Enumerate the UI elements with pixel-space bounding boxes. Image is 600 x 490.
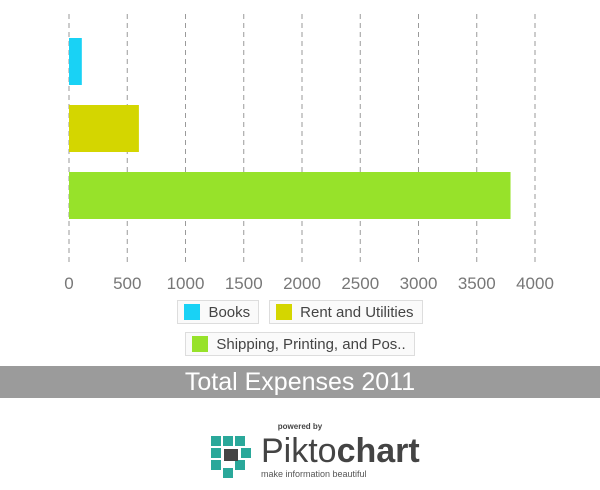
legend-item-shipping[interactable]: Shipping, Printing, and Pos.. bbox=[185, 332, 415, 356]
legend-swatch-shipping bbox=[192, 336, 209, 352]
brand-name: Piktochart bbox=[261, 432, 420, 470]
piktochart-logo-icon bbox=[211, 435, 251, 478]
x-tick-label-1500: 1500 bbox=[225, 274, 263, 293]
legend-label-shipping: Shipping, Printing, and Pos.. bbox=[216, 335, 406, 353]
x-tick-label-500: 500 bbox=[113, 274, 141, 293]
chart-title: Total Expenses 2011 bbox=[0, 366, 600, 398]
x-tick-label-2500: 2500 bbox=[341, 274, 379, 293]
x-tick-label-0: 0 bbox=[64, 274, 73, 293]
bar-shipping-printing-and-pos bbox=[69, 172, 511, 219]
x-tick-label-4000: 4000 bbox=[516, 274, 554, 293]
x-tick-label-3500: 3500 bbox=[458, 274, 496, 293]
bar-books bbox=[69, 38, 82, 85]
brand-tagline: make information beautiful bbox=[261, 469, 367, 479]
legend-label-books: Books bbox=[208, 303, 251, 321]
piktochart-logo: Piktochart make information beautiful bbox=[211, 434, 420, 479]
x-tick-label-1000: 1000 bbox=[167, 274, 205, 293]
x-tick-label-2000: 2000 bbox=[283, 274, 321, 293]
bar-chart: 0 500 1000 1500 2000 2500 3000 3500 4000 bbox=[64, 14, 554, 293]
legend-item-rent[interactable]: Rent and Utilities bbox=[269, 300, 423, 324]
legend-item-books[interactable]: Books bbox=[177, 300, 260, 324]
legend-swatch-rent bbox=[276, 304, 293, 320]
bar-rent-and-utilities bbox=[69, 105, 139, 152]
legend-label-rent: Rent and Utilities bbox=[300, 303, 414, 321]
x-tick-label-3000: 3000 bbox=[400, 274, 438, 293]
powered-by-label: powered by bbox=[277, 422, 323, 431]
legend-swatch-books bbox=[184, 304, 201, 320]
